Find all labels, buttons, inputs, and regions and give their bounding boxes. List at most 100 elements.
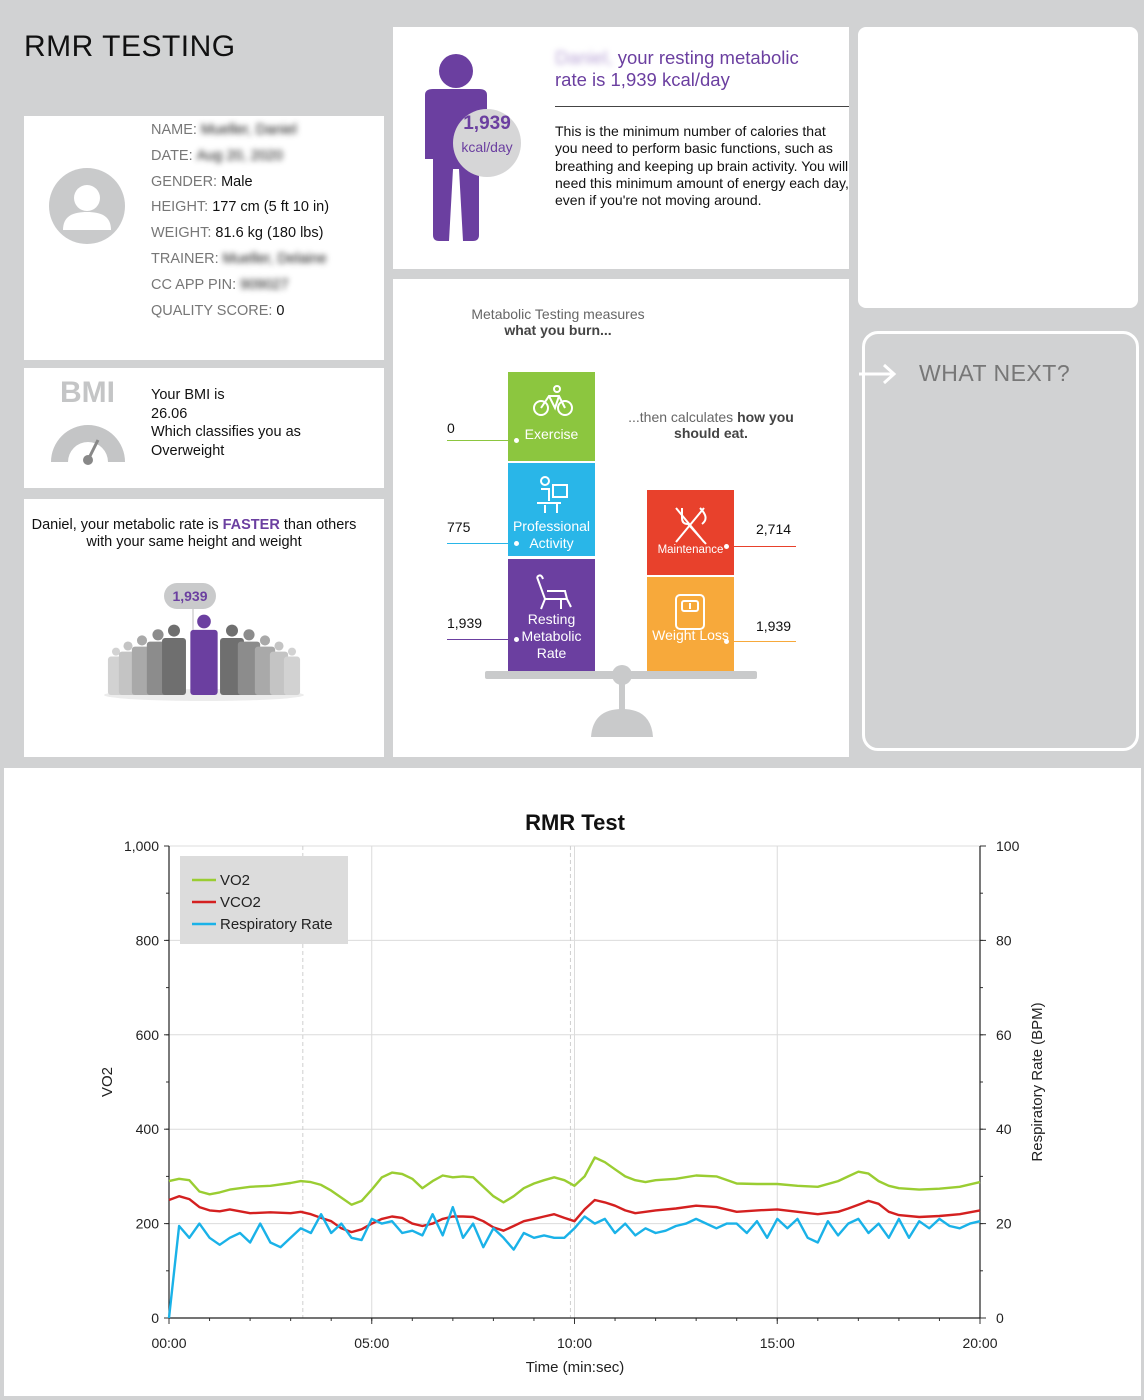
avatar bbox=[49, 168, 125, 244]
rmr-chart: RMR Test 0 200 400 600 800 1,000 0 20 40 60 80 100 00… bbox=[4, 768, 1141, 1396]
bmi-classification: Overweight bbox=[151, 442, 225, 459]
person-figure bbox=[190, 614, 218, 695]
y-tick-label: 600 bbox=[136, 1027, 160, 1043]
metabolic-subtitle-text: ...then calculates bbox=[628, 409, 738, 425]
chart-title: RMR Test bbox=[525, 810, 625, 835]
series-line-respiratory-rate bbox=[167, 1205, 981, 1319]
x-tick-label: 10:00 bbox=[557, 1335, 592, 1351]
rmr-result-panel: 1,939 kcal/day Daniel, your resting meta… bbox=[393, 27, 849, 269]
y-tick-label: 1,000 bbox=[124, 838, 159, 854]
metabolic-title-text: Metabolic Testing measures bbox=[471, 306, 645, 322]
rmr-headline-text: your resting metabolic rate is 1,939 kca… bbox=[555, 47, 799, 90]
rate-bubble: 1,939 bbox=[164, 583, 216, 609]
rmr-headline: Daniel, your resting metabolic rate is 1… bbox=[555, 47, 835, 91]
profile-field: WEIGHT: 81.6 kg (180 lbs) bbox=[151, 225, 323, 241]
x-tick-label: 15:00 bbox=[760, 1335, 795, 1351]
y2-tick-label: 60 bbox=[996, 1027, 1012, 1043]
metabolic-value-left: 0 bbox=[447, 420, 455, 436]
profile-field-label: DATE: bbox=[151, 147, 193, 164]
metabolic-block-label: Weight Loss bbox=[652, 627, 729, 643]
rmr-badge-unit: kcal/day bbox=[461, 139, 513, 155]
profile-field-value: Mueller, Daniel bbox=[200, 122, 297, 138]
y2-tick-label: 0 bbox=[996, 1310, 1004, 1326]
leader-line bbox=[726, 546, 796, 547]
comparison-highlight: FASTER bbox=[222, 517, 280, 533]
crowd-icon bbox=[104, 609, 304, 701]
profile-field-label: WEIGHT: bbox=[151, 225, 212, 242]
comparison-text-post: than others with your same height and we… bbox=[86, 517, 357, 550]
person-figure bbox=[283, 647, 301, 695]
x-tick-label: 00:00 bbox=[151, 1335, 186, 1351]
rmr-chart-svg: RMR Test 0 200 400 600 800 1,000 0 20 40 60 80 100 00… bbox=[99, 810, 1046, 1376]
leader-line bbox=[447, 639, 516, 640]
profile-field-value: 177 cm (5 ft 10 in) bbox=[212, 199, 330, 216]
y-tick-label: 800 bbox=[136, 932, 160, 948]
metabolic-block-right: Maintenance bbox=[647, 490, 734, 575]
x-tick-label: 20:00 bbox=[962, 1335, 997, 1351]
leader-line bbox=[447, 543, 516, 544]
profile-field-label: TRAINER: bbox=[151, 251, 219, 267]
person-figure bbox=[269, 641, 289, 695]
profile-field: DATE: Aug 20, 2020 bbox=[151, 148, 283, 164]
y2-tick-label: 80 bbox=[996, 932, 1012, 948]
y-tick-label: 400 bbox=[136, 1121, 160, 1137]
metabolic-block-label: Exercise bbox=[524, 426, 579, 442]
metabolic-title: Metabolic Testing measures what you burn… bbox=[463, 306, 653, 338]
y-axis-label: VO2 bbox=[99, 1067, 116, 1097]
profile-field: CC APP PIN: 909027 bbox=[151, 277, 289, 293]
metabolic-title-bold: what you burn... bbox=[504, 321, 612, 338]
profile-field-value: 81.6 kg (180 lbs) bbox=[215, 225, 324, 242]
profile-field-label: CC APP PIN: bbox=[151, 276, 237, 293]
rmr-badge-value: 1,939 bbox=[463, 113, 511, 134]
y-tick-label: 0 bbox=[151, 1310, 159, 1326]
divider bbox=[555, 106, 849, 107]
profile-field: TRAINER: Mueller, Delaine bbox=[151, 251, 327, 267]
bmi-summary: Your BMI is 26.06 Which classifies you a… bbox=[151, 386, 301, 460]
person-figure bbox=[237, 629, 261, 695]
bmi-panel: BMI Your BMI is 26.06 Which classifies y… bbox=[24, 368, 384, 488]
bmi-logo: BMI bbox=[60, 376, 115, 409]
legend-box bbox=[180, 856, 348, 944]
profile-field-label: GENDER: bbox=[151, 173, 218, 190]
leader-dot bbox=[514, 438, 519, 443]
what-next-panel[interactable]: WHAT NEXT? bbox=[859, 331, 1139, 751]
metabolic-block-left: Exercise bbox=[508, 372, 595, 461]
profile-field-value: 0 bbox=[276, 302, 285, 319]
rmr-headline-name: Daniel, bbox=[555, 47, 613, 68]
fork-knife-icon bbox=[675, 507, 707, 545]
profile-field-value: Male bbox=[221, 173, 253, 190]
metabolic-block-label: Maintenance bbox=[657, 544, 724, 556]
leader-dot bbox=[724, 544, 729, 549]
what-next-label: WHAT NEXT? bbox=[919, 360, 1071, 386]
metabolic-value-right: 1,939 bbox=[756, 618, 792, 634]
profile-field-value: Mueller, Delaine bbox=[222, 251, 327, 267]
series-line-vco2 bbox=[168, 1195, 981, 1234]
profile-field: NAME: Mueller, Daniel bbox=[151, 122, 297, 138]
rmr-description: This is the minimum number of calories t… bbox=[555, 123, 849, 209]
profile-field: HEIGHT: 177 cm (5 ft 10 in) bbox=[151, 199, 329, 215]
leader-line bbox=[726, 641, 796, 642]
leader-dot bbox=[514, 541, 519, 546]
balance-scale bbox=[485, 665, 757, 737]
bmi-line3: Which classifies you as bbox=[151, 424, 301, 440]
person-rmr-icon bbox=[425, 54, 521, 241]
comparison-text: Daniel, your metabolic rate is FASTER th… bbox=[24, 517, 364, 550]
profile-field: GENDER: Male bbox=[151, 174, 253, 190]
profile-panel: NAME: Mueller, Daniel DATE: Aug 20, 2020 GEN… bbox=[24, 116, 384, 360]
comparison-panel: Daniel, your metabolic rate is FASTER th… bbox=[24, 499, 384, 757]
recliner-icon bbox=[536, 574, 572, 610]
y-tick-label: 200 bbox=[136, 1216, 160, 1232]
leader-line bbox=[447, 440, 516, 441]
scale-icon bbox=[675, 594, 705, 630]
metabolic-value-right: 2,714 bbox=[756, 521, 792, 537]
y2-axis-label: Respiratory Rate (BPM) bbox=[1029, 1002, 1046, 1161]
person-figure bbox=[162, 624, 186, 695]
user-icon bbox=[63, 185, 111, 230]
leader-dot bbox=[514, 637, 519, 642]
y2-tick-label: 20 bbox=[996, 1216, 1012, 1232]
metabolic-block-left: Resting Metabolic Rate bbox=[508, 559, 595, 671]
metabolic-block-label: Professional Activity bbox=[512, 518, 591, 551]
legend-label: VO2 bbox=[220, 872, 250, 889]
y2-tick-label: 100 bbox=[996, 838, 1020, 854]
bicycle-icon bbox=[533, 385, 573, 416]
